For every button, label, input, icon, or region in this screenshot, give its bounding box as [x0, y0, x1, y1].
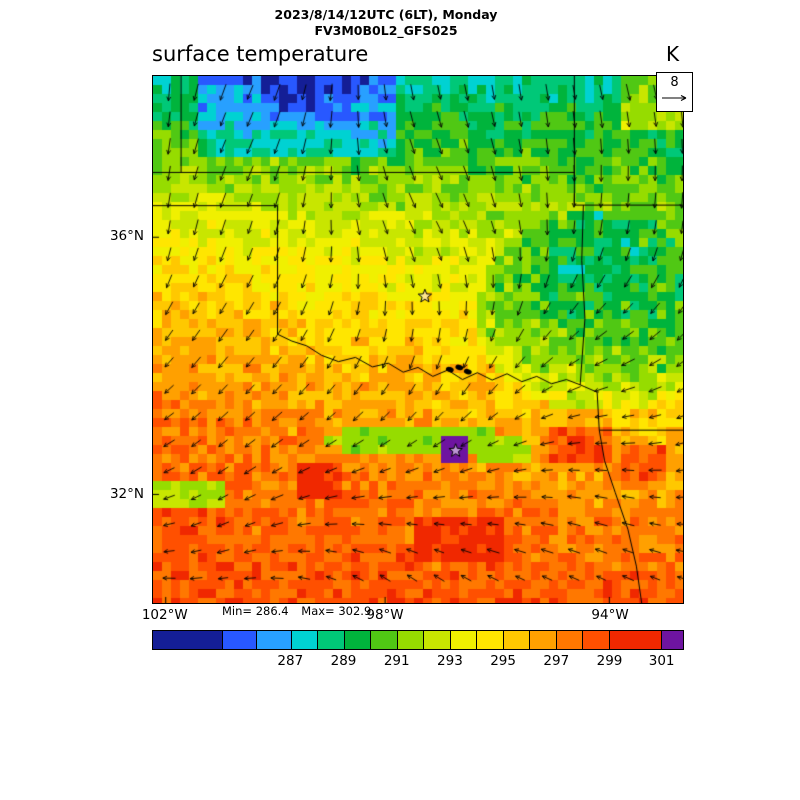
colorbar-segment — [608, 631, 661, 649]
colorbar-tick-label: 295 — [490, 653, 516, 669]
colorbar-segment — [476, 631, 503, 649]
lon-tick-label: 98°W — [366, 607, 404, 623]
lat-tick-label: 36°N — [109, 227, 144, 244]
colorbar-tick-label: 289 — [330, 653, 357, 669]
colorbar-segment — [582, 631, 609, 649]
colorbar-segment — [256, 631, 291, 649]
wind-ref-value: 8 — [670, 75, 679, 90]
colorbar-tick-label: 291 — [383, 653, 410, 669]
max-label: Max= 302.9 — [301, 604, 372, 618]
units-label: K — [666, 42, 680, 66]
header-model: FV3M0B0L2_GFS025 — [314, 23, 458, 38]
colorbar-segment — [423, 631, 450, 649]
colorbar-segment — [221, 631, 257, 649]
map-frame — [152, 75, 684, 604]
wind-ref-box: 8 — [656, 72, 693, 112]
colorbar-tick-label: 297 — [543, 653, 570, 669]
min-label: Min= 286.4 — [222, 604, 289, 618]
colorbar-segment — [153, 631, 222, 649]
colorbar-segment — [396, 631, 424, 649]
lon-tick-label: 102°W — [141, 607, 188, 623]
map-canvas — [153, 76, 683, 603]
minmax-label: Min= 286.4 Max= 302.9 — [222, 604, 371, 618]
colorbar-tick-label: 293 — [437, 653, 463, 669]
colorbar-segment — [660, 631, 683, 649]
colorbar-segment — [555, 631, 583, 649]
colorbar-tick-label: 301 — [648, 653, 675, 669]
colorbar-tick-label: 287 — [277, 653, 304, 669]
colorbar — [152, 630, 684, 650]
plot-title: surface temperature — [152, 42, 369, 66]
lat-tick-label: 32°N — [109, 486, 144, 503]
colorbar-segment — [529, 631, 556, 649]
header-datetime: 2023/8/14/12UTC (6LT), Monday — [274, 7, 498, 22]
colorbar-tick-label: 299 — [596, 653, 623, 669]
wind-ref-arrow-icon — [661, 95, 686, 101]
colorbar-segment — [449, 631, 477, 649]
colorbar-tick-labels: 287 289 291 293 295 297 299 301 — [152, 653, 684, 671]
colorbar-segment — [370, 631, 397, 649]
colorbar-segment — [343, 631, 371, 649]
colorbar-segment — [317, 631, 344, 649]
colorbar-segment — [502, 631, 530, 649]
colorbar-segment — [290, 631, 318, 649]
lon-tick-label: 94°W — [591, 607, 629, 623]
